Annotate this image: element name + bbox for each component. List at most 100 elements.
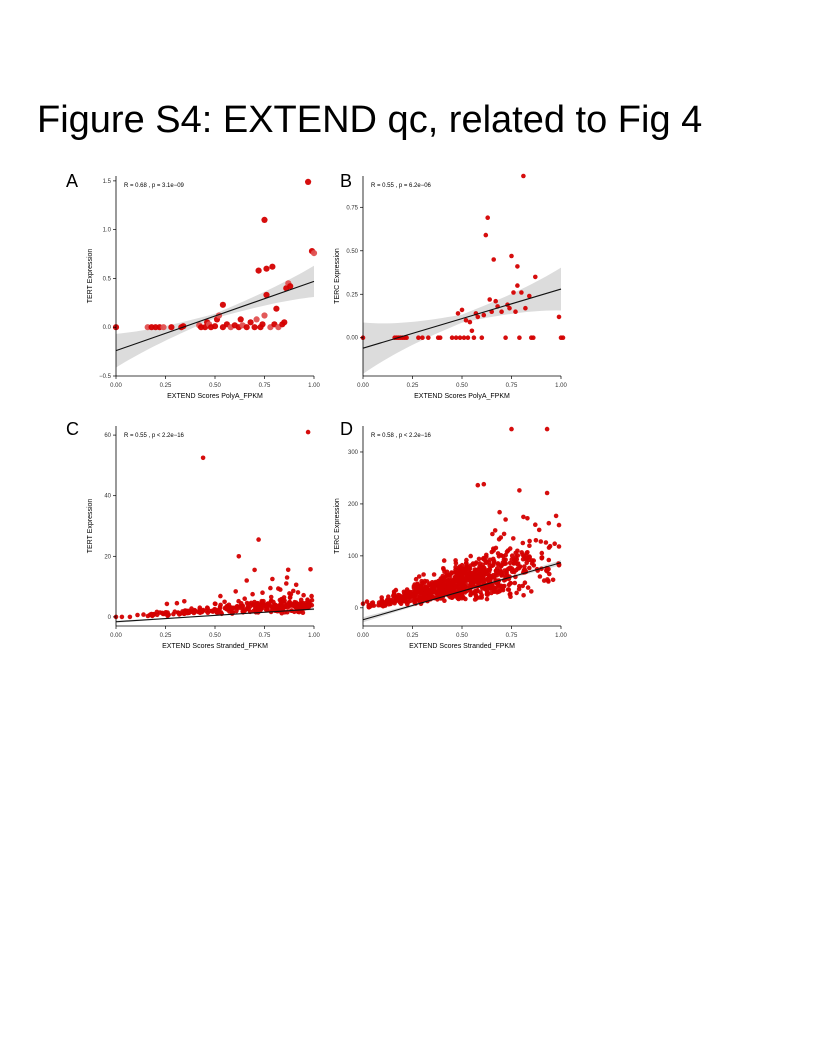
data-point [491,562,496,567]
data-point [305,178,312,185]
data-point [483,232,489,238]
data-point [301,604,307,609]
data-point [499,584,504,589]
data-point [487,584,492,590]
data-point [515,264,520,269]
data-point [509,426,514,432]
data-point [418,588,424,593]
data-point [527,565,532,571]
data-point [364,599,370,604]
x-tick-label: 0.75 [259,383,271,389]
data-point [287,283,294,290]
x-tick-label: 0.00 [110,633,122,639]
data-point [393,598,398,604]
data-point [442,598,447,603]
data-point [276,586,281,591]
data-point [449,335,455,340]
data-point [467,570,473,575]
chart-svg: 0.00 0.25 0.50 0.75 1.00 0 20 40 60 EXTEND Scores… [87,426,320,650]
data-point [509,557,514,562]
data-point [379,595,384,600]
data-point [397,600,403,605]
data-point [522,564,527,569]
data-point [424,579,430,584]
data-point [246,601,252,607]
data-point [453,569,458,575]
x-tick-label: 0.00 [357,383,369,389]
data-point [160,324,167,331]
data-point [539,550,545,556]
data-point [521,173,526,179]
data-point [424,585,429,591]
data-point [168,324,175,331]
data-point [547,571,552,577]
data-point [501,557,507,563]
data-point [305,429,311,435]
y-tick-label: 0.75 [346,205,358,211]
data-point [453,335,459,340]
data-point [457,335,463,340]
data-point [308,567,313,572]
data-point [484,552,489,558]
data-point [546,520,552,526]
data-point [556,522,562,528]
data-point [524,560,529,566]
data-point [556,314,562,320]
figure-title: Figure S4: EXTEND qc, related to Fig 4 [37,99,703,141]
data-point [200,608,206,614]
x-tick-label: 0.75 [259,633,271,639]
x-tick-label: 0.25 [407,383,419,389]
data-point [260,590,265,595]
data-point [182,610,187,615]
data-point [515,553,521,558]
y-tick-label: 100 [348,554,359,560]
data-point [497,509,502,515]
data-point [284,575,290,580]
x-tick-label: 0.00 [110,383,122,389]
y-axis-label: TERT Expression [87,249,94,304]
data-point [462,567,467,572]
data-point [235,604,240,610]
data-point [478,590,483,595]
data-point [255,267,262,274]
data-point [141,612,146,617]
data-point [479,574,485,579]
data-point [496,537,502,542]
data-point [224,606,230,611]
data-point [463,318,469,323]
data-point [186,610,192,615]
y-tick-label: 20 [104,554,111,560]
data-point [236,554,242,559]
data-point [404,587,410,592]
data-point [479,579,484,584]
data-point [310,250,318,257]
data-point [242,596,247,601]
x-tick-label: 0.25 [160,383,172,389]
data-point [527,538,532,544]
data-point [489,549,495,555]
y-tick-label: 40 [104,494,111,500]
data-point [533,522,538,527]
data-point [560,335,566,340]
data-point [533,274,538,280]
data-point [475,314,481,320]
data-point [553,513,559,519]
data-point [160,611,166,617]
data-point [524,556,530,561]
data-point [473,594,479,599]
data-point [154,609,160,615]
data-point [520,583,525,589]
data-point [517,488,522,493]
data-point [441,567,446,572]
data-point [491,257,496,262]
y-axis-label: TERT Expression [87,499,94,554]
regression-line [362,562,562,621]
data-point [519,290,524,295]
data-point [222,599,227,605]
data-point [293,582,299,588]
y-tick-label: 0.50 [346,249,358,255]
data-point [483,585,488,590]
data-point [284,581,289,586]
data-point [412,589,418,595]
data-point [525,585,531,590]
